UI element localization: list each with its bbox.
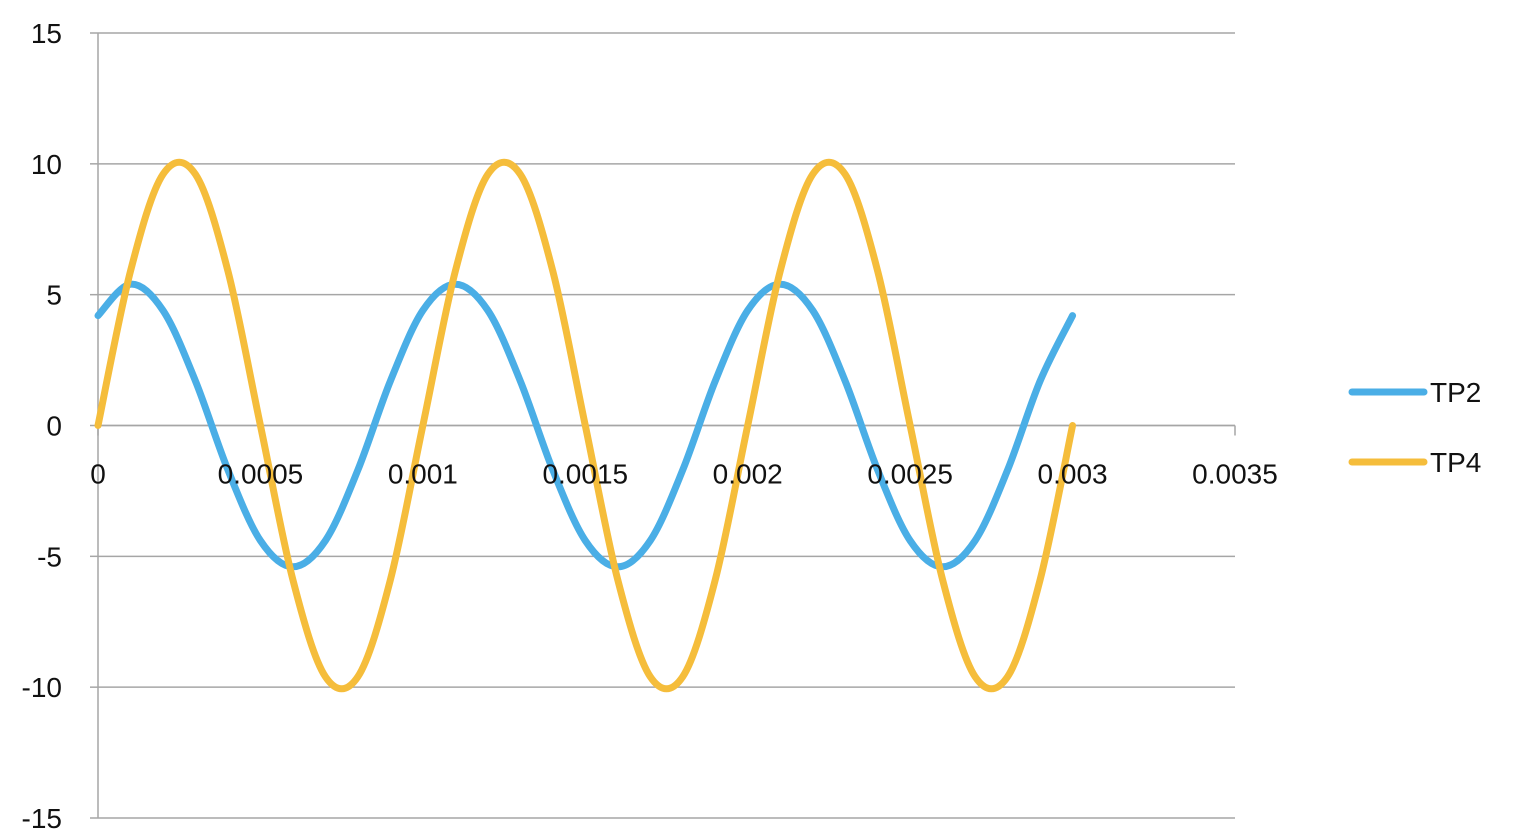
x-tick-label: 0.0015 bbox=[542, 459, 628, 490]
x-tick-label: 0.003 bbox=[1038, 459, 1108, 490]
series-line-tp4 bbox=[94, 158, 1077, 693]
x-tick-label: 0.002 bbox=[713, 459, 783, 490]
legend: TP2 TP4 bbox=[1348, 377, 1481, 478]
x-tick-label: 0.001 bbox=[388, 459, 458, 490]
x-tick-label: 0.0005 bbox=[218, 459, 304, 490]
x-tick-label: 0.0025 bbox=[867, 459, 953, 490]
series-line-tp2 bbox=[94, 280, 1077, 571]
legend-label-tp2: TP2 bbox=[1430, 377, 1481, 408]
y-tick-label: 10 bbox=[31, 149, 62, 180]
x-tick-label: 0 bbox=[90, 459, 106, 490]
x-tick-label: 0.0035 bbox=[1192, 459, 1278, 490]
y-tick-label: -5 bbox=[37, 541, 62, 572]
y-tick-label: 0 bbox=[46, 411, 62, 442]
series-lines bbox=[94, 158, 1077, 693]
y-tick-label: 15 bbox=[31, 18, 62, 49]
y-tick-label: -15 bbox=[22, 803, 62, 834]
y-tick-label: -10 bbox=[22, 672, 62, 703]
legend-label-tp4: TP4 bbox=[1430, 447, 1481, 478]
y-tick-label: 5 bbox=[46, 280, 62, 311]
tick-labels: 15 10 5 0 -5 -10 -15 0 0.0005 0.001 0.0015 0.002 0.0… bbox=[22, 18, 1278, 834]
